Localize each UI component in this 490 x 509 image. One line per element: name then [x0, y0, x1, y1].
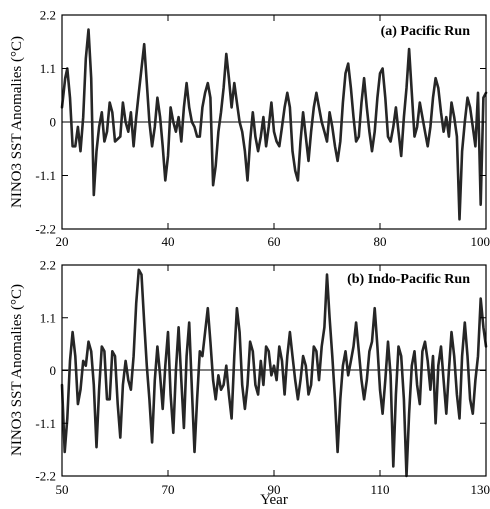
series-line-a [60, 28, 488, 221]
panel-b: 50 70 90 110 130 2.2 1.1 0 -1.1 -2.2 (b) Indo-Pac… [35, 258, 490, 498]
y-axis-title-a: NINO3 SST Anomalies (°C) [9, 36, 25, 208]
y-tick-label-a-1: 1.1 [40, 61, 56, 76]
series-line-b [60, 268, 488, 478]
y-tick-label-a-3: -1.1 [35, 168, 56, 183]
panel-title-b: (b) Indo-Pacific Run [347, 272, 470, 287]
x-tick-label-b-4: 130 [471, 482, 490, 497]
y-tick-label-a-2: 0 [50, 115, 57, 130]
x-tick-label-a-2: 60 [268, 234, 281, 249]
y-tick-label-b-4: -2.2 [35, 469, 56, 484]
y-tick-label-b-3: -1.1 [35, 416, 56, 431]
y-tick-label-a-0: 2.2 [40, 8, 56, 23]
y-tick-label-b-2: 0 [50, 363, 57, 378]
ticks-a: 20 40 60 80 100 2.2 1.1 0 -1.1 -2.2 [35, 8, 490, 250]
y-tick-label-b-0: 2.2 [40, 258, 56, 273]
panel-title-a: (a) Pacific Run [381, 24, 471, 39]
x-tick-label-a-3: 80 [374, 234, 387, 249]
x-tick-label-a-0: 20 [56, 234, 69, 249]
y-tick-label-b-1: 1.1 [40, 310, 56, 325]
x-tick-label-a-4: 100 [471, 234, 490, 249]
x-tick-label-b-2: 90 [268, 482, 281, 497]
y-tick-label-a-4: -2.2 [35, 222, 56, 237]
x-tick-label-a-1: 40 [162, 234, 175, 249]
x-tick-label-b-1: 70 [162, 482, 175, 497]
x-tick-label-b-0: 50 [56, 482, 69, 497]
x-axis-title: Year [260, 492, 288, 508]
x-tick-label-b-3: 110 [370, 482, 389, 497]
panel-a: 20 40 60 80 100 2.2 1.1 0 -1.1 -2.2 (a) Pacific R… [35, 8, 490, 250]
ticks-b: 50 70 90 110 130 2.2 1.1 0 -1.1 -2.2 [35, 258, 490, 498]
y-axis-title-b: NINO3 SST Anomalies (°C) [9, 284, 25, 456]
